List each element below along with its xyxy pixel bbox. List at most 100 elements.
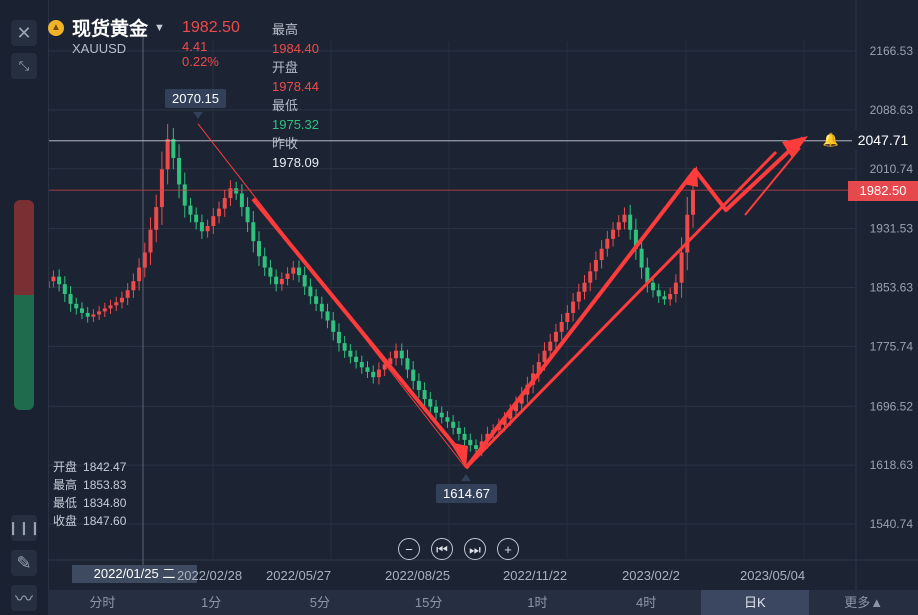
candle-body <box>336 331 341 344</box>
candle-body <box>296 267 301 276</box>
candle-body <box>137 267 142 282</box>
candle-body <box>668 294 673 300</box>
tab-5min[interactable]: 5分 <box>309 595 330 610</box>
candle-body <box>165 139 170 170</box>
horizontal-line-label[interactable]: 2047.71 <box>852 130 914 150</box>
collapse-icon[interactable]: ⤡ <box>11 53 37 79</box>
candle-body <box>399 350 404 359</box>
candle-body <box>314 296 319 304</box>
candle-body <box>565 312 570 322</box>
skip-back-icon[interactable]: ⏮ <box>431 538 453 560</box>
candle-body <box>348 350 353 357</box>
left-toolbar: ✕ ⤡ ❙❙❙ ✎ 〰 <box>0 0 49 615</box>
candle-body <box>553 331 558 342</box>
candle-body <box>251 222 256 242</box>
candle-body <box>217 208 222 217</box>
candle-body <box>411 369 416 381</box>
zigzag-arrow <box>464 136 805 470</box>
y-axis: 2166.53 2088.63 2010.74 1931.53 1853.63 1775.… <box>870 44 914 531</box>
candle-body <box>239 193 244 208</box>
candle-body <box>571 301 576 313</box>
ohlc-high: 1853.83 <box>83 478 127 492</box>
bell-icon[interactable]: 🔔 <box>822 132 840 147</box>
candles-icon[interactable]: ❙❙❙ <box>8 515 40 541</box>
x-tick-label: 2023/02/2 <box>622 568 680 583</box>
down-arrow <box>251 197 463 455</box>
x-tick-label: 2022/11/22 <box>503 568 568 583</box>
ohlc-close: 1847.60 <box>83 514 127 528</box>
candle-body <box>559 321 564 332</box>
chart-grid <box>48 0 918 590</box>
candle-body <box>119 297 124 303</box>
candle-body <box>262 256 267 268</box>
candle-body <box>502 418 507 425</box>
instrument-title: 现货黄金 <box>72 19 149 40</box>
tab-daily[interactable]: 日K <box>700 590 810 615</box>
candle-body <box>228 188 233 199</box>
tab-15min[interactable]: 15分 <box>414 595 443 610</box>
up-arrow-short <box>744 147 801 216</box>
prev-close-label: 昨收 <box>272 136 299 151</box>
candle-body <box>97 311 102 315</box>
tab-4hour[interactable]: 4时 <box>636 595 657 610</box>
candle-body <box>331 320 336 332</box>
candle-body <box>154 207 159 230</box>
candle-body <box>428 399 433 407</box>
candle-body <box>125 290 130 298</box>
candle-body <box>291 267 296 274</box>
zoom-in-icon[interactable]: + <box>497 538 519 560</box>
symbol-selector[interactable]: ▲ 现货黄金 ▼ <box>48 14 165 41</box>
x-tick-label: 2022/02/28 <box>177 568 243 583</box>
chevron-down-icon[interactable]: ▼ <box>154 21 165 34</box>
wave-icon[interactable]: 〰 <box>11 585 37 611</box>
candle-body <box>376 369 381 378</box>
candle-body <box>382 364 387 370</box>
skip-forward-icon[interactable]: ⏭ <box>464 538 486 560</box>
pen-icon[interactable]: ✎ <box>11 550 37 576</box>
candle-body <box>439 412 444 418</box>
tab-1min[interactable]: 1分 <box>201 595 222 610</box>
candle-body <box>405 358 410 370</box>
candle-body <box>114 302 119 306</box>
y-tick-label: 1775.74 <box>870 339 914 353</box>
candle-body <box>656 290 661 297</box>
open-value: 1978.44 <box>272 79 319 94</box>
ohlc-low-label: 最低 <box>53 496 78 510</box>
candle-body <box>279 278 284 285</box>
candle-body <box>633 229 638 249</box>
candle-body <box>616 222 621 230</box>
candle-body <box>177 157 182 185</box>
up-arrowhead <box>782 136 808 158</box>
candle-body <box>342 343 347 351</box>
tab-1hour[interactable]: 1时 <box>527 595 548 610</box>
candle-body <box>319 303 324 312</box>
close-icon[interactable]: ✕ <box>11 20 37 46</box>
candle-body <box>445 417 450 422</box>
candle-body <box>588 271 593 283</box>
high-callout: 2070.15 <box>165 89 226 108</box>
candle-body <box>268 267 273 277</box>
candle-body <box>194 214 199 223</box>
candle-body <box>582 282 587 292</box>
candle-body <box>199 222 204 232</box>
zoom-out-icon[interactable]: − <box>398 538 420 560</box>
y-tick-label: 1540.74 <box>870 517 914 531</box>
candle-body <box>211 216 216 227</box>
candle-body <box>451 421 456 428</box>
candle-body <box>222 198 227 209</box>
x-tick-label: 2023/05/04 <box>740 568 806 583</box>
candle-body <box>536 362 541 374</box>
high-label: 最高 <box>272 22 299 37</box>
candle-body <box>628 214 633 230</box>
tab-more[interactable]: 更多▲ <box>844 595 884 610</box>
candle-body <box>74 303 79 309</box>
tab-timeshare[interactable]: 分时 <box>89 595 116 610</box>
ohlc-low: 1834.80 <box>83 496 127 510</box>
candle-body <box>622 214 627 223</box>
candle-body <box>102 308 107 312</box>
low-callout-pointer <box>461 474 471 482</box>
price-change: 4.41 0.22% <box>182 39 219 69</box>
candle-body <box>542 350 547 363</box>
prev-close-value: 1978.09 <box>272 155 319 170</box>
